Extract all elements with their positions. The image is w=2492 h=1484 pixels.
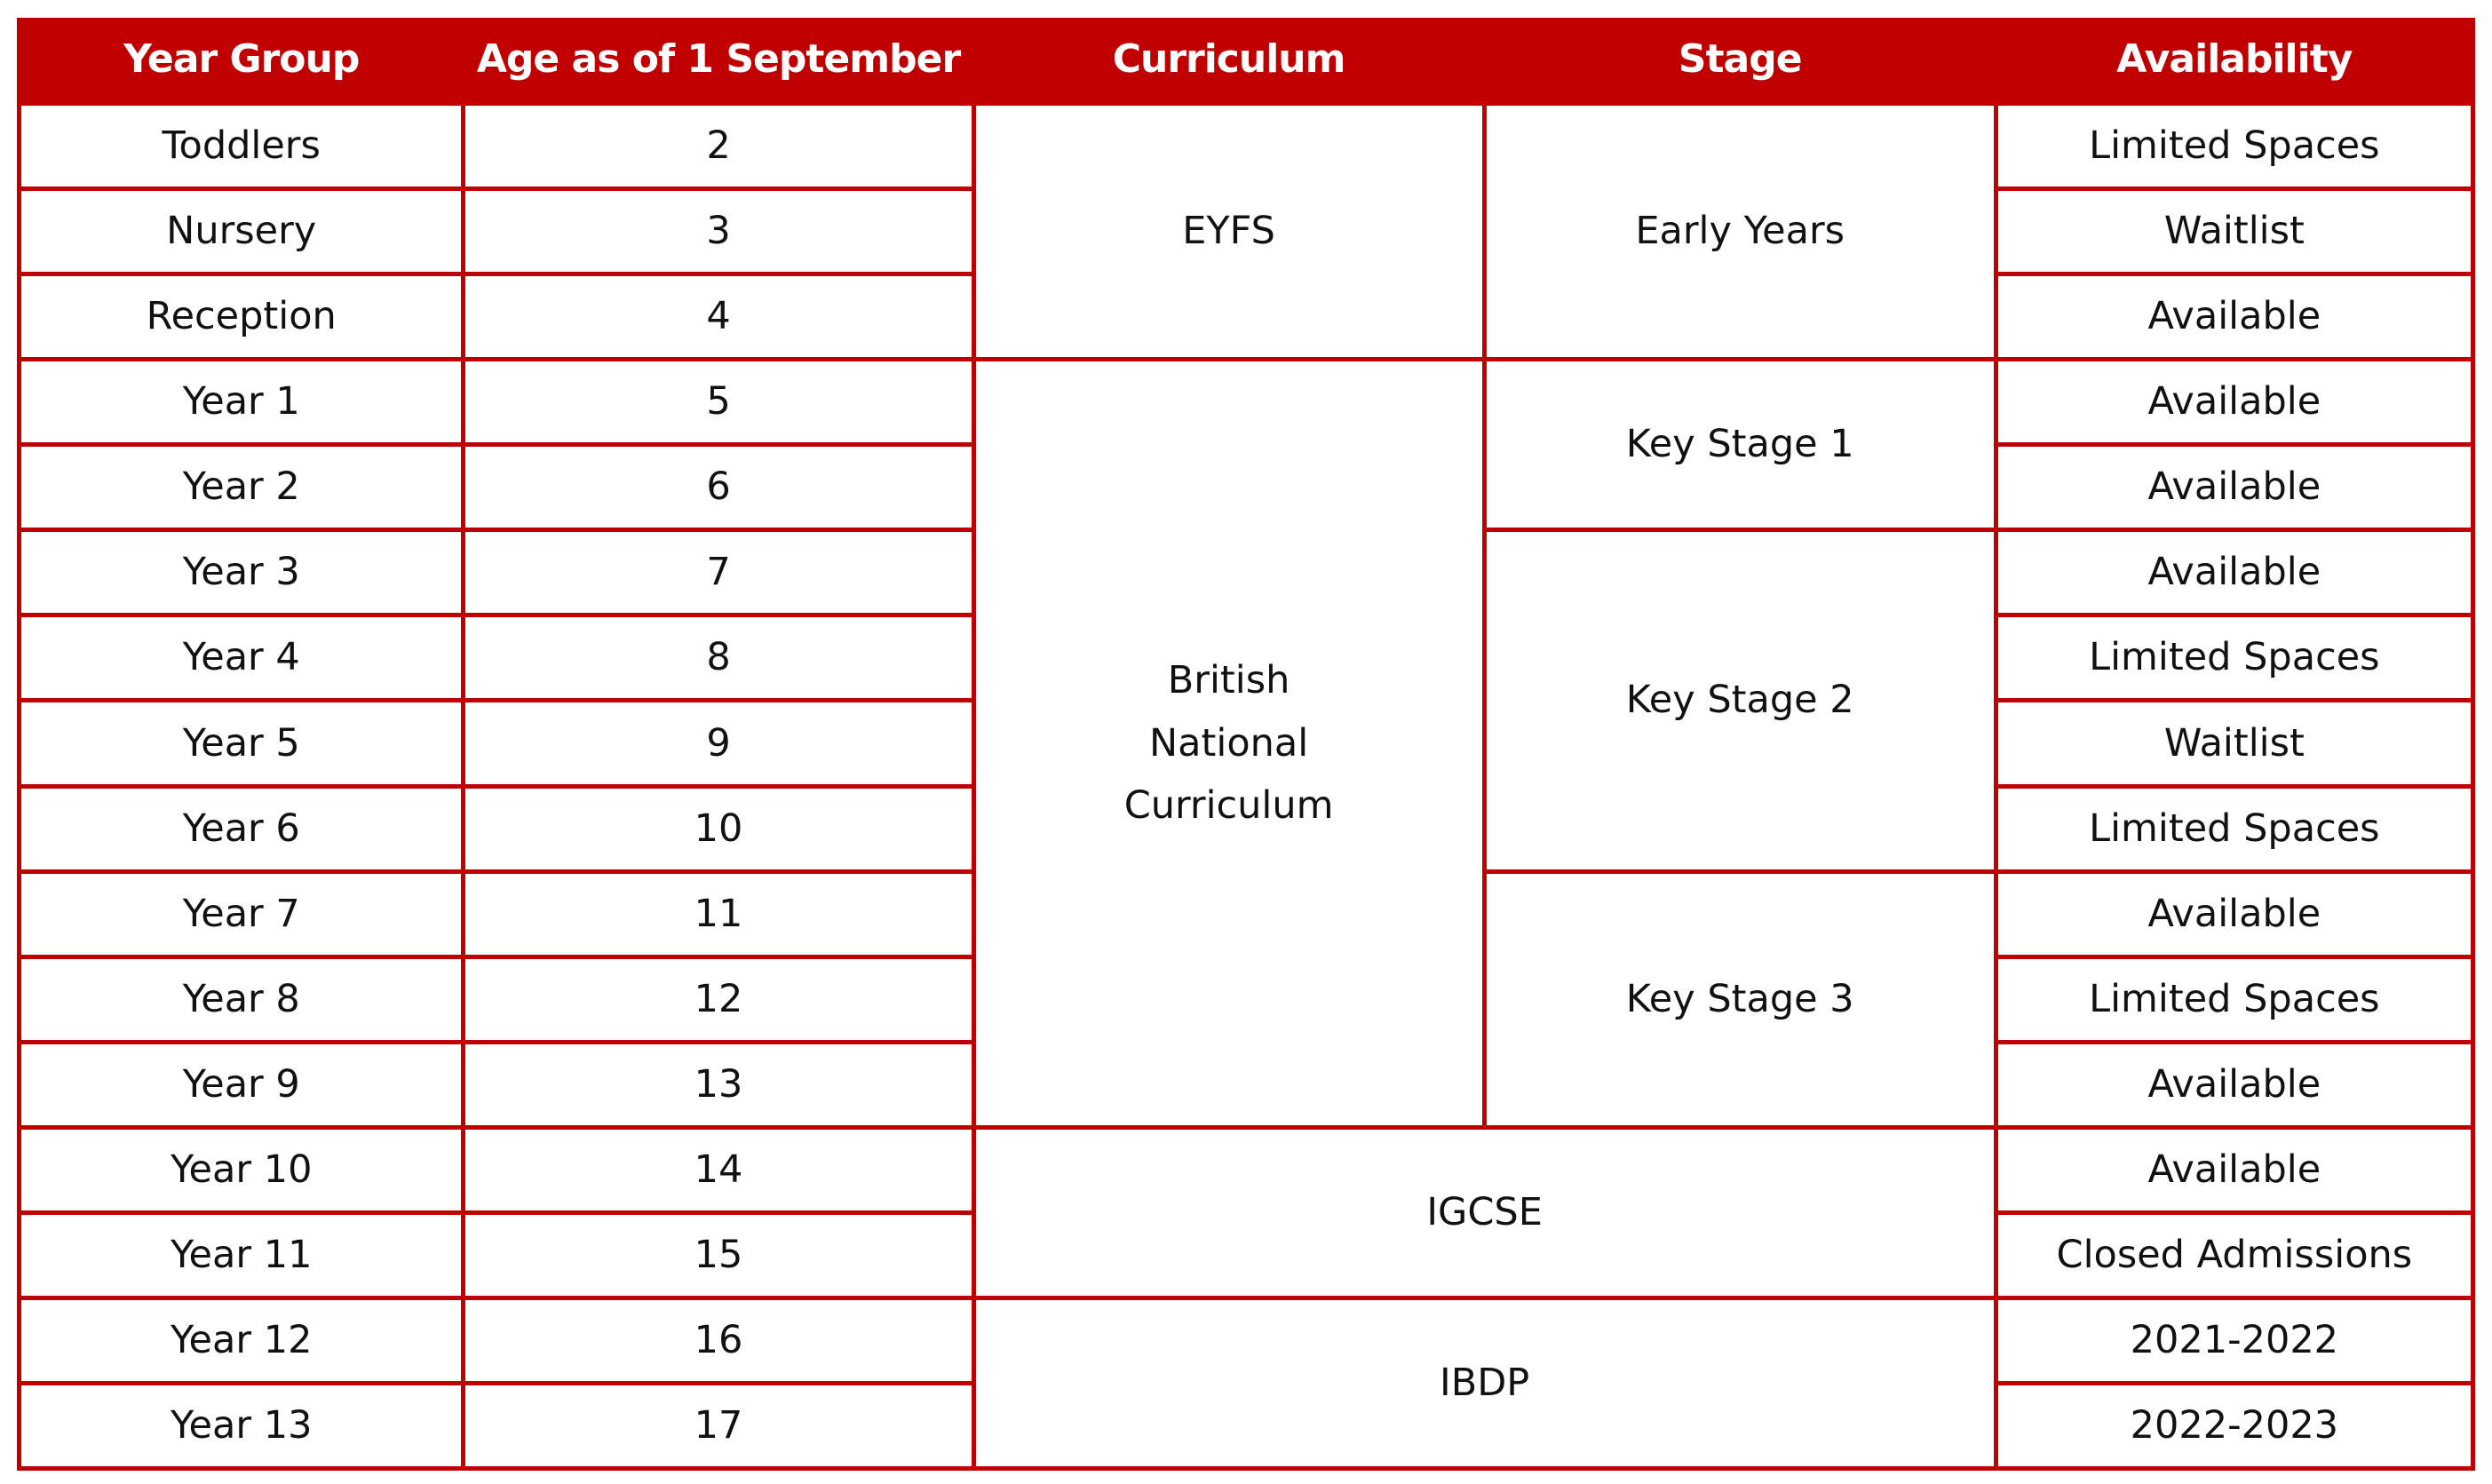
year-group-cell: Year 13	[21, 1385, 462, 1466]
curriculum-cell: IBDP	[975, 1299, 1994, 1466]
availability-cell: 2021-2022	[1997, 1299, 2471, 1381]
age-cell: 4	[465, 276, 972, 358]
age-cell: 13	[465, 1044, 972, 1125]
year-group-cell: Nursery	[21, 191, 462, 273]
stage-cell: Key Stage 3	[1486, 873, 1994, 1125]
age-cell: 15	[465, 1214, 972, 1296]
age-cell: 3	[465, 191, 972, 273]
availability-cell: Available	[1997, 1129, 2471, 1210]
year-group-cell: Year 10	[21, 1129, 462, 1210]
age-cell: 14	[465, 1129, 972, 1210]
year-group-cell: Year 3	[21, 532, 462, 614]
curriculum-cell: British National Curriculum	[975, 361, 1482, 1125]
age-cell: 11	[465, 873, 972, 955]
year-group-cell: Year 8	[21, 958, 462, 1040]
availability-cell: 2022-2023	[1997, 1385, 2471, 1466]
availability-cell: Available	[1997, 1044, 2471, 1125]
year-group-cell: Year 9	[21, 1044, 462, 1125]
availability-cell: Available	[1997, 873, 2471, 955]
age-cell: 8	[465, 617, 972, 699]
age-cell: 5	[465, 361, 972, 443]
availability-cell: Closed Admissions	[1997, 1214, 2471, 1296]
header-year-group: Year Group	[21, 18, 462, 101]
availability-cell: Limited Spaces	[1997, 788, 2471, 869]
availability-cell: Available	[1997, 276, 2471, 358]
year-group-cell: Year 11	[21, 1214, 462, 1296]
stage-cell: Key Stage 2	[1486, 532, 1994, 869]
year-group-cell: Year 6	[21, 788, 462, 869]
year-group-cell: Year 7	[21, 873, 462, 955]
age-cell: 2	[465, 106, 972, 187]
year-group-cell: Toddlers	[21, 106, 462, 187]
header-age: Age as of 1 September	[465, 18, 972, 101]
age-cell: 16	[465, 1299, 972, 1381]
stage-cell: Key Stage 1	[1486, 361, 1994, 528]
curriculum-cell: IGCSE	[975, 1129, 1994, 1296]
availability-cell: Waitlist	[1997, 702, 2471, 784]
year-group-cell: Year 4	[21, 617, 462, 699]
year-group-cell: Year 12	[21, 1299, 462, 1381]
curriculum-cell: EYFS	[975, 106, 1482, 358]
header-stage: Stage	[1486, 18, 1994, 101]
age-cell: 12	[465, 958, 972, 1040]
year-group-cell: Year 2	[21, 447, 462, 528]
availability-cell: Available	[1997, 361, 2471, 443]
year-group-cell: Reception	[21, 276, 462, 358]
availability-cell: Waitlist	[1997, 191, 2471, 273]
year-group-cell: Year 1	[21, 361, 462, 443]
age-cell: 9	[465, 702, 972, 784]
availability-cell: Limited Spaces	[1997, 958, 2471, 1040]
header-curriculum: Curriculum	[975, 18, 1482, 101]
header-availability: Availability	[1997, 18, 2471, 101]
age-cell: 10	[465, 788, 972, 869]
availability-cell: Limited Spaces	[1997, 106, 2471, 187]
availability-cell: Available	[1997, 532, 2471, 614]
stage-cell: Early Years	[1486, 106, 1994, 358]
age-cell: 6	[465, 447, 972, 528]
year-group-table: Year Group Age as of 1 September Curriculu…	[17, 18, 2475, 1471]
year-group-cell: Year 5	[21, 702, 462, 784]
availability-cell: Available	[1997, 447, 2471, 528]
age-cell: 7	[465, 532, 972, 614]
age-cell: 17	[465, 1385, 972, 1466]
availability-cell: Limited Spaces	[1997, 617, 2471, 699]
